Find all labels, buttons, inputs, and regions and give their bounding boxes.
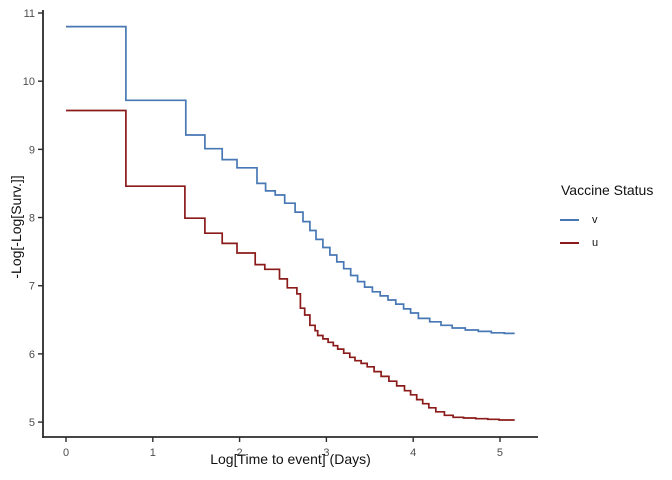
- y-tick-label: 7: [29, 281, 35, 293]
- legend-title: Vaccine Status: [561, 182, 654, 198]
- y-tick-label: 10: [23, 76, 35, 88]
- y-tick-label: 5: [29, 417, 35, 429]
- legend-label-u: u: [592, 236, 599, 249]
- legend-swatch-v: [560, 219, 579, 221]
- x-tick-label: 3: [323, 447, 329, 459]
- y-tick-label: 6: [29, 349, 35, 361]
- legend-item-u: u: [560, 235, 653, 251]
- legend-swatch-u: [560, 242, 579, 244]
- series-v-path: [66, 25, 515, 335]
- legend-label-v: v: [592, 213, 598, 226]
- y-tick-label: 9: [29, 144, 35, 156]
- y-tick-label: 8: [29, 213, 35, 225]
- x-tick-label: 4: [410, 447, 416, 459]
- y-tick-label: 11: [24, 8, 35, 20]
- x-tick-label: 0: [63, 447, 69, 459]
- series-u-path: [66, 109, 515, 421]
- x-axis-title: Log[Time to event] (Days): [210, 451, 371, 467]
- legend-item-v: v: [560, 212, 653, 228]
- x-tick-label: 5: [497, 447, 503, 459]
- x-tick-label: 1: [150, 447, 156, 459]
- x-tick-label: 2: [237, 447, 243, 459]
- y-axis-title: -Log[-Log[Surv.]]: [8, 175, 24, 279]
